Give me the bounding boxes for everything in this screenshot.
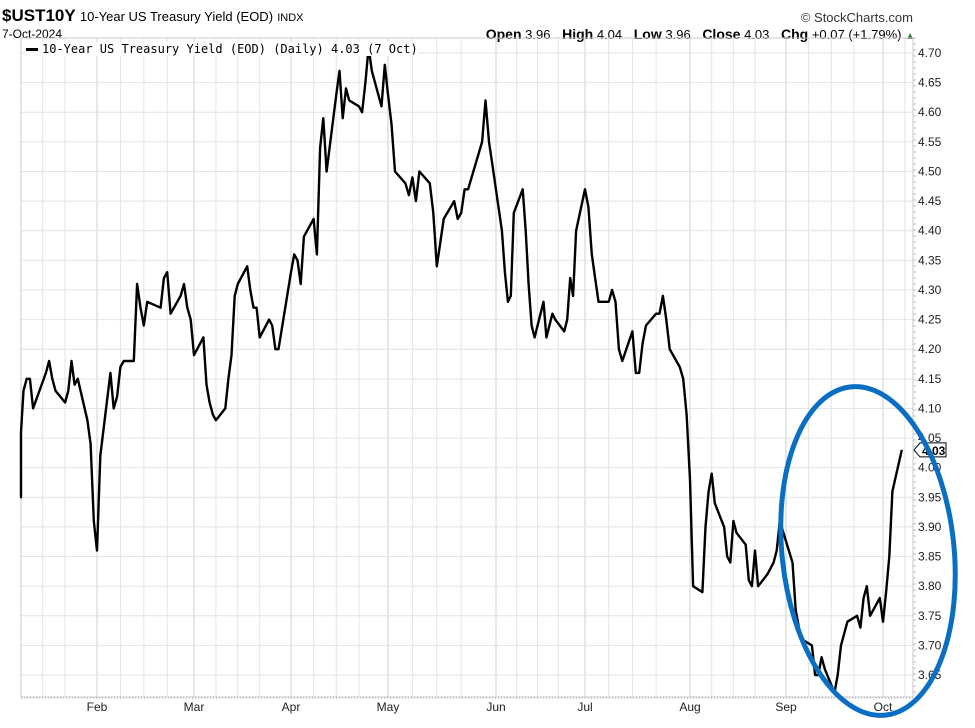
- svg-text:4.40: 4.40: [918, 224, 942, 238]
- svg-text:May: May: [377, 700, 400, 714]
- legend-swatch: [26, 48, 38, 51]
- svg-text:Oct: Oct: [874, 700, 893, 714]
- ticker-description: 10-Year US Treasury Yield (EOD): [79, 9, 274, 24]
- svg-text:4.15: 4.15: [918, 372, 942, 386]
- svg-text:4.10: 4.10: [918, 401, 942, 415]
- svg-text:4.45: 4.45: [918, 194, 942, 208]
- svg-text:4.70: 4.70: [918, 46, 942, 60]
- svg-text:Apr: Apr: [282, 700, 301, 714]
- svg-text:3.80: 3.80: [918, 579, 942, 593]
- svg-text:4.65: 4.65: [918, 76, 942, 90]
- svg-text:4.55: 4.55: [918, 135, 942, 149]
- svg-text:3.95: 3.95: [918, 490, 942, 504]
- legend-label: 10-Year US Treasury Yield (EOD) (Daily) …: [42, 42, 418, 56]
- svg-text:Jul: Jul: [577, 700, 592, 714]
- chart-title: $UST10Y 10-Year US Treasury Yield (EOD) …: [2, 6, 303, 26]
- svg-text:4.30: 4.30: [918, 283, 942, 297]
- svg-text:3.70: 3.70: [918, 638, 942, 652]
- svg-text:4.35: 4.35: [918, 253, 942, 267]
- up-triangle-icon: ▲: [905, 31, 915, 42]
- svg-text:4.60: 4.60: [918, 105, 942, 119]
- svg-text:Mar: Mar: [184, 700, 205, 714]
- svg-text:3.75: 3.75: [918, 609, 942, 623]
- svg-text:Sep: Sep: [775, 700, 797, 714]
- copyright-label: © StockCharts.com: [800, 10, 913, 25]
- svg-text:Aug: Aug: [679, 700, 700, 714]
- svg-text:Feb: Feb: [87, 700, 108, 714]
- svg-text:3.85: 3.85: [918, 550, 942, 564]
- svg-text:3.90: 3.90: [918, 520, 942, 534]
- ticker-symbol: $UST10Y: [2, 6, 76, 25]
- svg-text:4.20: 4.20: [918, 342, 942, 356]
- svg-text:Jun: Jun: [486, 700, 505, 714]
- svg-text:4.50: 4.50: [918, 164, 942, 178]
- exchange-label: INDX: [277, 12, 304, 24]
- svg-text:4.25: 4.25: [918, 313, 942, 327]
- chart-legend: 10-Year US Treasury Yield (EOD) (Daily) …: [26, 42, 418, 56]
